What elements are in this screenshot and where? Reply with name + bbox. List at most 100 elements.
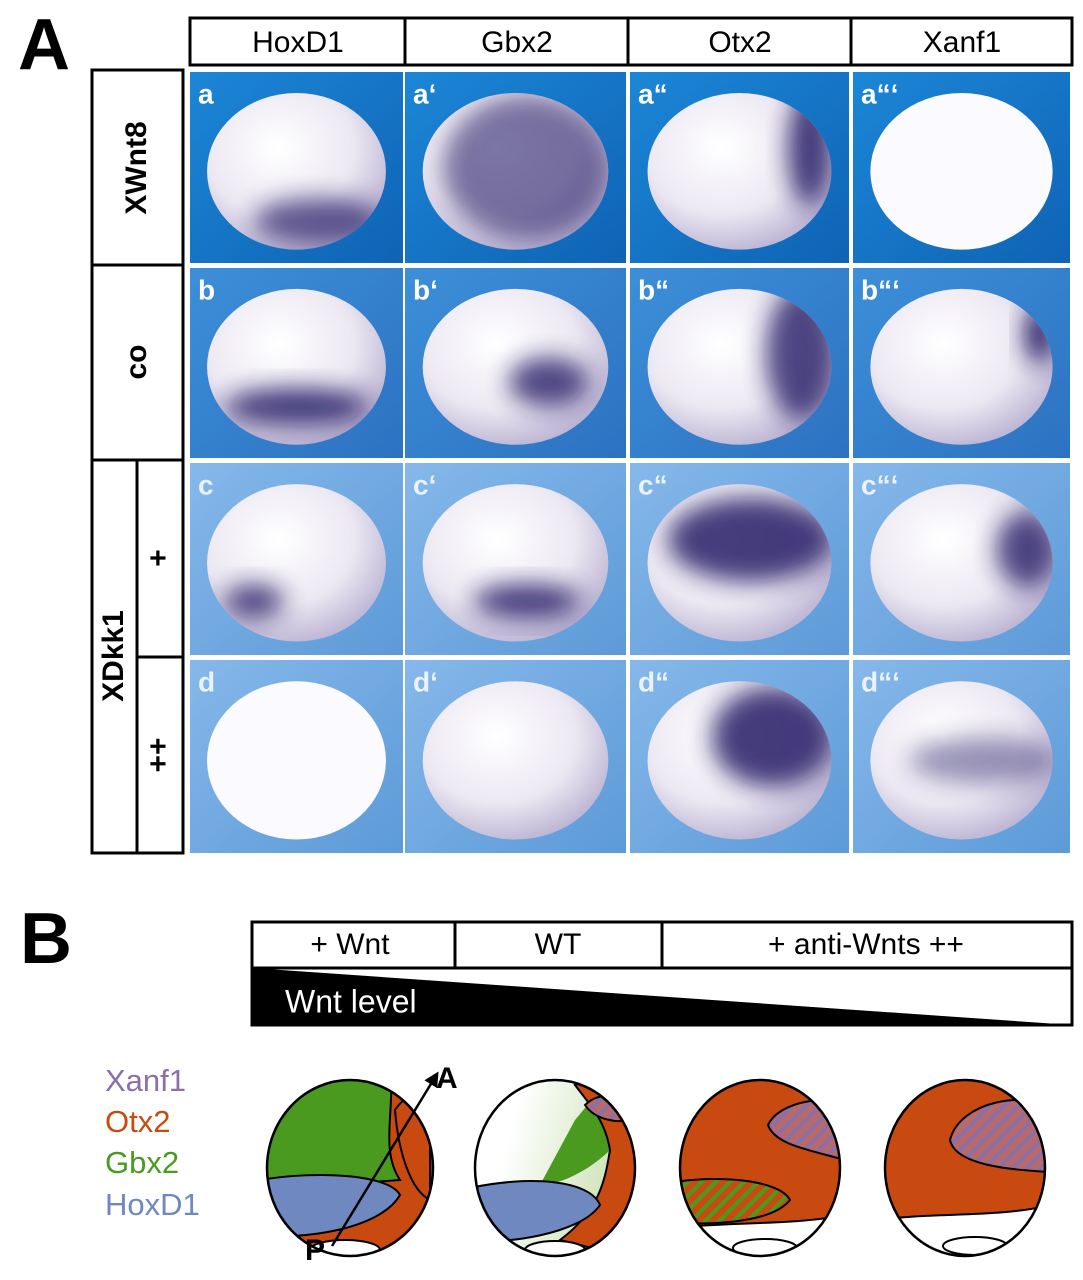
embryo: [870, 93, 1053, 250]
diagram-outline: [265, 1078, 435, 1258]
panel-letter: c‘: [413, 469, 436, 500]
panel-letter: b: [198, 274, 215, 305]
panel-letter: d‘: [413, 666, 438, 697]
column-header: Gbx2: [481, 26, 553, 59]
image-cell: b‘: [405, 268, 626, 458]
image-cell: b“‘: [853, 268, 1070, 458]
panel-letter: d: [198, 666, 215, 697]
image-cell: d: [190, 660, 403, 853]
panel-letter: b“‘: [861, 274, 900, 305]
stain: [224, 583, 284, 619]
image-cell: a‘: [405, 72, 626, 263]
image-cell: b“: [630, 268, 849, 458]
stain: [508, 357, 589, 407]
group-label: XDkk1: [97, 610, 130, 702]
diagram: [680, 1080, 840, 1256]
header-box: [188, 16, 1074, 67]
image-content: [853, 268, 1070, 458]
embryo: [207, 681, 386, 840]
diagram: [885, 1080, 1045, 1256]
image-cell: c: [190, 463, 403, 655]
image-cell: c‘: [405, 463, 626, 655]
panel-letter: b“: [638, 274, 669, 305]
image-cell: b: [190, 268, 403, 458]
image-content: [405, 660, 626, 853]
image-cell: a: [190, 72, 403, 263]
axis-arrow: [330, 1071, 439, 1247]
stain: [224, 387, 369, 426]
stain: [442, 94, 609, 241]
legend-label: Xanf1: [105, 1063, 186, 1098]
image-content: [630, 72, 849, 263]
legend-label: HoxD1: [105, 1187, 200, 1222]
row-label: XWnt8: [120, 121, 153, 214]
image-grid: a a‘ a“ a“‘ b b‘ b“ b“‘ c c‘ c“ c“‘ d d‘ d“ d“‘: [190, 72, 1070, 853]
panel-letter: c“‘: [861, 469, 898, 500]
panel-letter: a“: [638, 78, 668, 109]
axis-label: A: [436, 1062, 458, 1095]
stain: [667, 497, 832, 583]
column-header: Xanf1: [923, 26, 1001, 59]
image-content: [405, 72, 626, 263]
image-cell: c“‘: [853, 463, 1070, 655]
image-cell: c“: [630, 463, 849, 655]
embryo: [422, 681, 609, 840]
image-cell: d“: [630, 660, 849, 853]
diagram-outline: [473, 1078, 637, 1258]
stain: [473, 583, 580, 619]
diagram-outline: [678, 1078, 842, 1258]
panel-letter: a: [198, 78, 214, 109]
image-cell: d‘: [405, 660, 626, 853]
row-box: [135, 655, 185, 855]
image-content: [405, 463, 626, 655]
condition-label: + anti-Wnts ++: [768, 928, 964, 961]
gradient-wedge: [252, 968, 1072, 1025]
condition-label: WT: [535, 928, 582, 961]
image-cell: a“: [630, 72, 849, 263]
image-content: [630, 660, 849, 853]
stain: [711, 687, 832, 788]
condition-label: + Wnt: [310, 928, 390, 961]
image-cell: d“‘: [853, 660, 1070, 853]
embryo: [207, 484, 386, 642]
embryo: [422, 288, 609, 445]
embryo: [647, 93, 832, 250]
panel-letter: c“: [638, 469, 668, 500]
sub-row-label: +: [142, 549, 175, 567]
panel-label: B: [20, 899, 72, 979]
image-content: [630, 268, 849, 458]
image-cell: a“‘: [853, 72, 1070, 263]
legend-label: Gbx2: [105, 1145, 179, 1180]
sub-row-label: ++: [142, 737, 175, 772]
embryo: [870, 288, 1053, 445]
axis-label: P: [305, 1234, 325, 1267]
panel-letter: d“: [638, 666, 669, 697]
diagram: [267, 1080, 433, 1256]
image-content: [405, 268, 626, 458]
diagram-outline: [883, 1078, 1047, 1258]
stain: [996, 511, 1053, 588]
gradient-label: Wnt level: [285, 983, 417, 1019]
image-content: [853, 463, 1070, 655]
panel-letter: c: [198, 469, 214, 500]
image-content: [630, 463, 849, 655]
row-label: co: [120, 344, 153, 379]
image-content: [853, 72, 1070, 263]
panel-letter: d“‘: [861, 666, 900, 697]
image-content: [190, 463, 403, 655]
image-content: [853, 660, 1070, 853]
image-content: [190, 268, 403, 458]
stain: [253, 198, 382, 244]
column-header: Otx2: [708, 26, 771, 59]
diagram: [475, 1080, 635, 1256]
panel-letter: a‘: [413, 78, 436, 109]
panel-label: A: [18, 5, 70, 85]
panel-letter: b‘: [413, 274, 438, 305]
legend-label: Otx2: [105, 1104, 170, 1139]
image-content: [190, 660, 403, 853]
panel-letter: a“‘: [861, 78, 898, 109]
stain: [909, 737, 1053, 784]
column-header: HoxD1: [252, 26, 344, 59]
image-content: [190, 72, 403, 263]
